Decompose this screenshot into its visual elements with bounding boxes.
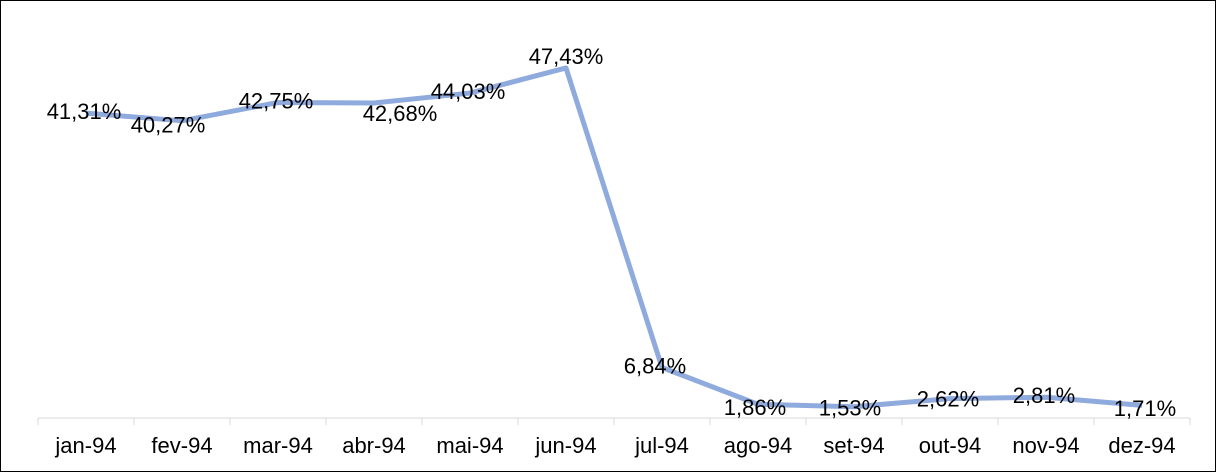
data-label: 6,84% — [624, 353, 686, 378]
x-tick-label: fev-94 — [151, 433, 212, 458]
data-label: 2,81% — [1013, 383, 1075, 408]
line-series — [85, 65, 1143, 410]
data-label: 47,43% — [529, 44, 604, 69]
x-tick-label: ago-94 — [724, 433, 793, 458]
x-tick-label: jul-94 — [634, 433, 689, 458]
data-label: 1,53% — [819, 396, 881, 421]
x-tick-label: mai-94 — [436, 433, 503, 458]
data-label: 41,31% — [47, 99, 122, 124]
data-label: 42,75% — [239, 88, 314, 113]
data-label: 40,27% — [131, 113, 206, 138]
x-tick-label: set-94 — [823, 433, 884, 458]
data-label: 2,62% — [917, 386, 979, 411]
data-label: 42,68% — [363, 101, 438, 126]
data-label: 1,71% — [1114, 396, 1176, 421]
x-tick-label: out-94 — [919, 433, 981, 458]
x-tick-label: dez-94 — [1108, 433, 1175, 458]
x-tick-label: nov-94 — [1012, 433, 1079, 458]
x-tick-label: abr-94 — [342, 433, 406, 458]
x-tick-label: mar-94 — [243, 433, 313, 458]
x-tick-label: jan-94 — [54, 433, 116, 458]
data-label: 1,86% — [724, 395, 786, 420]
x-tick-label: jun-94 — [534, 433, 596, 458]
data-label: 44,03% — [431, 79, 506, 104]
